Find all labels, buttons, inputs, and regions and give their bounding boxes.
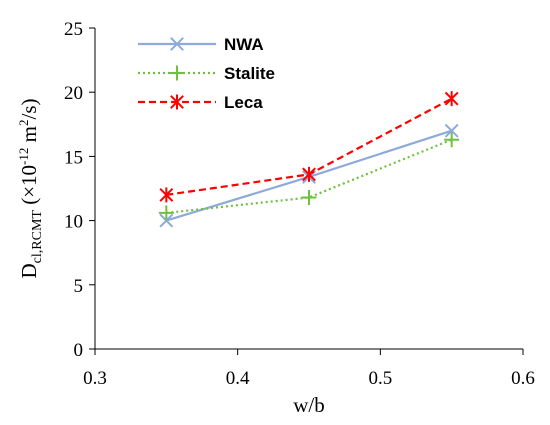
x-tick-label: 0.6: [511, 368, 535, 389]
data-point-stalite: [444, 132, 460, 148]
legend-item-nwa: NWA: [138, 35, 264, 54]
legend-item-stalite: Stalite: [138, 64, 275, 83]
axes: 0 5 10 15 20 25 0.3 0.4 0.5 0.6: [64, 19, 535, 389]
legend-item-leca: Leca: [138, 93, 263, 112]
data-point-stalite: [301, 189, 317, 205]
y-tick-label: 0: [74, 340, 84, 361]
data-point-nwa: [159, 213, 174, 228]
series-stalite: [158, 132, 460, 221]
y-tick-label: 25: [64, 19, 83, 40]
x-tick-label: 0.4: [226, 368, 250, 389]
data-point-leca: [302, 166, 316, 182]
y-tick-label: 15: [64, 147, 83, 168]
x-tick-label: 0.3: [83, 368, 107, 389]
x-axis-label: w/b: [293, 393, 325, 417]
legend-marker-nwa: [170, 37, 184, 51]
x-tick-label: 0.5: [368, 368, 392, 389]
y-tick-label: 10: [64, 212, 83, 233]
data-point-leca: [444, 91, 459, 107]
legend-label-nwa: NWA: [224, 35, 264, 54]
series-leca: [159, 91, 459, 203]
legend: NWA Stalite Leca: [138, 35, 275, 112]
y-tick-label: 20: [64, 83, 83, 104]
legend-marker-stalite: [169, 65, 185, 81]
series-line-stalite: [166, 138, 453, 214]
plot-area: [158, 91, 460, 228]
data-point-nwa: [444, 123, 459, 138]
y-tick-label: 5: [74, 276, 84, 297]
legend-marker-leca: [170, 94, 184, 110]
legend-label-leca: Leca: [224, 93, 263, 112]
legend-label-stalite: Stalite: [224, 64, 275, 83]
data-point-stalite: [158, 205, 174, 221]
y-axis-label: Dcl,RCMT (×10-12 m2/s): [16, 99, 45, 279]
data-point-leca: [159, 187, 174, 203]
